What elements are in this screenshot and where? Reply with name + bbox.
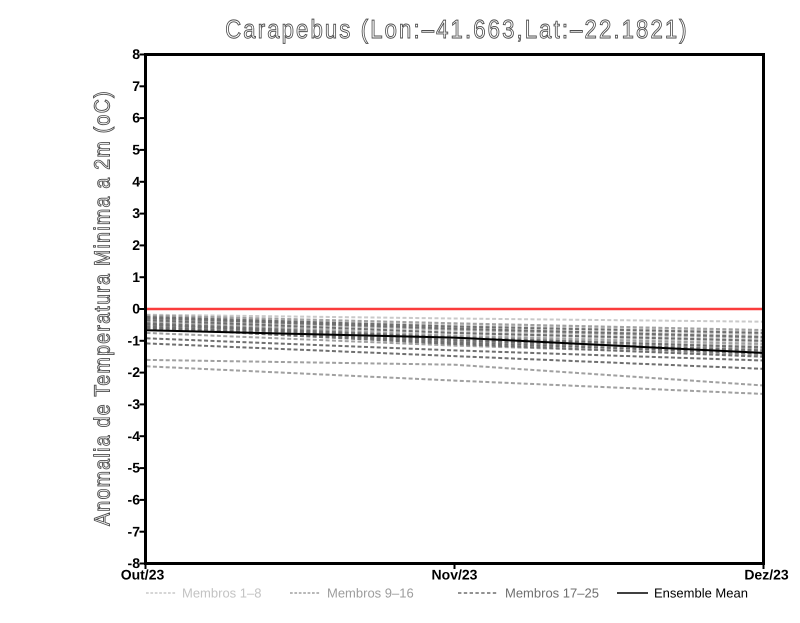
svg-text:-4: -4: [128, 428, 141, 444]
svg-text:-6: -6: [128, 492, 141, 508]
svg-text:Anomalia de Temperatura Minima: Anomalia de Temperatura Minima a 2m (oC): [90, 90, 115, 526]
svg-text:-5: -5: [128, 460, 141, 476]
svg-text:Nov/23: Nov/23: [432, 567, 478, 583]
svg-text:2: 2: [132, 237, 140, 253]
svg-text:1: 1: [132, 269, 140, 285]
svg-text:Carapebus (Lon:–41.663,Lat:–22: Carapebus (Lon:–41.663,Lat:–22.1821): [225, 14, 689, 44]
svg-text:-1: -1: [128, 332, 141, 348]
svg-text:6: 6: [132, 110, 140, 126]
svg-text:5: 5: [132, 142, 140, 158]
svg-text:Dez/23: Dez/23: [744, 567, 789, 583]
svg-text:Membros 17–25: Membros 17–25: [505, 586, 599, 601]
svg-text:-2: -2: [128, 364, 141, 380]
svg-text:Ensemble Mean: Ensemble Mean: [654, 586, 748, 601]
svg-text:Membros 9–16: Membros 9–16: [327, 586, 414, 601]
svg-text:-8: -8: [128, 555, 141, 571]
svg-text:4: 4: [132, 173, 140, 189]
svg-text:Out/23: Out/23: [121, 567, 165, 583]
svg-text:3: 3: [132, 205, 140, 221]
svg-text:Membros 1–8: Membros 1–8: [182, 586, 261, 601]
svg-text:-3: -3: [128, 396, 141, 412]
svg-text:0: 0: [132, 301, 140, 317]
svg-text:8: 8: [132, 46, 140, 62]
svg-text:-7: -7: [128, 523, 141, 539]
svg-text:7: 7: [132, 78, 140, 94]
